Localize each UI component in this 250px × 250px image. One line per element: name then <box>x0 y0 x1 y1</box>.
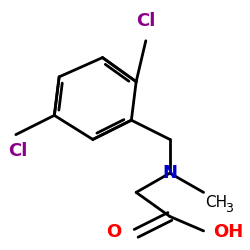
Text: O: O <box>106 223 122 241</box>
Text: 3: 3 <box>225 202 233 214</box>
Text: Cl: Cl <box>8 142 28 160</box>
Text: CH: CH <box>205 194 227 210</box>
Text: OH: OH <box>213 223 244 241</box>
Text: N: N <box>162 164 178 182</box>
Text: Cl: Cl <box>136 12 156 30</box>
